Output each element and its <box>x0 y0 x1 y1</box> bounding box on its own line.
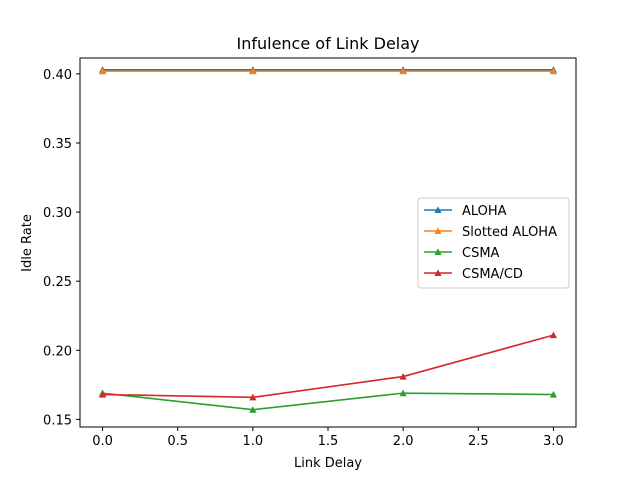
y-axis-label: Idle Rate <box>20 214 35 272</box>
series-layer <box>98 66 558 413</box>
series-line <box>102 392 554 411</box>
series-slotted-aloha <box>98 67 558 75</box>
x-axis-label: Link Delay <box>294 456 362 471</box>
x-tick-label: 2.5 <box>468 434 489 449</box>
data-point-marker <box>549 331 558 339</box>
series-line <box>102 334 554 399</box>
x-tick-label: 1.5 <box>318 434 339 449</box>
x-tick-label: 0.5 <box>167 434 188 449</box>
y-tick-label: 0.25 <box>43 275 72 290</box>
x-axis: 0.0 0.5 1.0 1.5 2.0 2.5 3.0 <box>92 427 564 449</box>
data-point-marker <box>249 406 257 413</box>
data-point-marker <box>98 67 107 75</box>
y-tick-label: 0.20 <box>43 344 72 359</box>
series-csma-cd <box>98 331 558 401</box>
data-point-marker <box>399 67 407 75</box>
legend-item: CSMA/CD <box>424 267 523 282</box>
data-point-marker <box>399 389 407 397</box>
x-tick-label: 2.0 <box>393 434 414 449</box>
x-tick-label: 0.0 <box>92 434 113 449</box>
chart-title: Infulence of Link Delay <box>236 34 419 53</box>
x-tick-label: 3.0 <box>543 434 564 449</box>
data-point-marker <box>549 67 558 75</box>
data-point-marker <box>399 372 407 380</box>
y-tick-label: 0.15 <box>43 413 72 428</box>
y-axis: 0.15 0.20 0.25 0.30 0.35 0.40 <box>43 68 80 428</box>
y-tick-label: 0.35 <box>43 137 72 152</box>
legend-marker <box>434 206 442 214</box>
legend-box <box>417 197 570 289</box>
legend-label: CSMA/CD <box>462 267 523 282</box>
legend-item: Slotted ALOHA <box>424 225 557 240</box>
y-tick-label: 0.30 <box>43 206 72 221</box>
legend-marker <box>434 248 442 256</box>
data-point-marker <box>98 390 107 398</box>
legend-item: CSMA <box>424 246 500 261</box>
legend: ALOHA Slotted ALOHA CSMA CSMA/CD <box>417 197 570 289</box>
legend-label: CSMA <box>462 246 500 261</box>
legend-label: ALOHA <box>462 204 507 219</box>
y-tick-label: 0.40 <box>43 68 72 83</box>
legend-label: Slotted ALOHA <box>462 225 557 240</box>
data-point-marker <box>549 390 558 398</box>
legend-item: ALOHA <box>424 204 507 219</box>
legend-marker <box>434 227 442 235</box>
legend-marker <box>434 269 442 277</box>
x-tick-label: 1.0 <box>243 434 264 449</box>
data-point-marker <box>249 393 257 401</box>
data-point-marker <box>249 67 257 75</box>
